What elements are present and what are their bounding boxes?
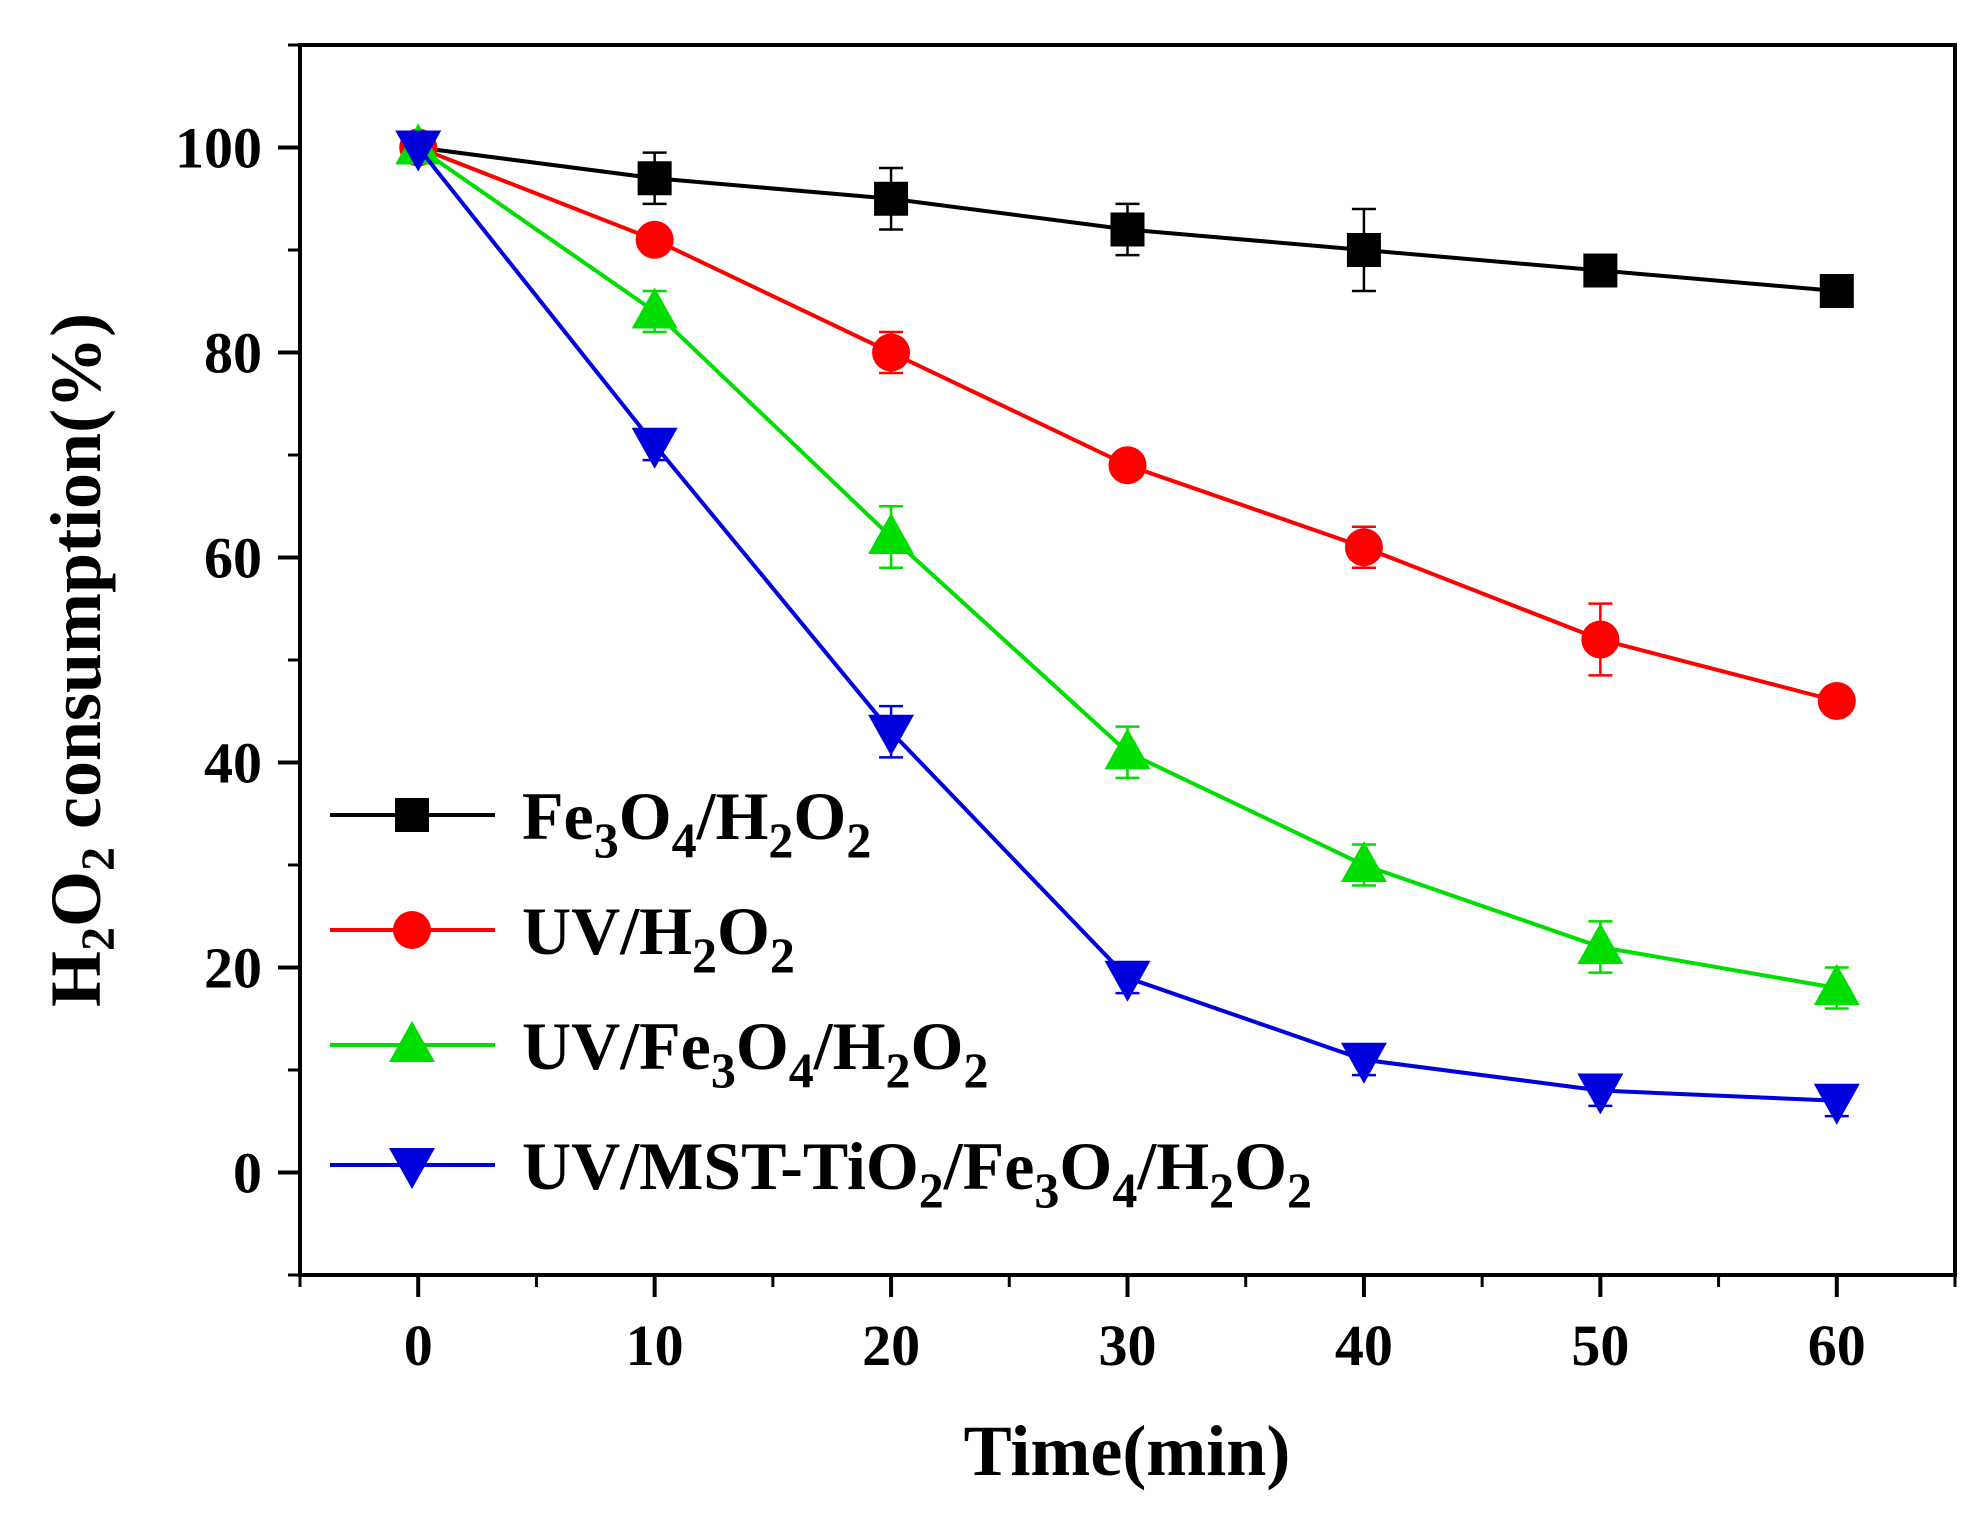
data-point — [868, 513, 915, 554]
x-tick-label: 30 — [1099, 1313, 1157, 1378]
data-point — [872, 333, 911, 372]
data-point — [1819, 274, 1854, 308]
legend-entry-0: Fe3O4/H2O2 — [330, 778, 871, 868]
data-point — [1813, 964, 1860, 1005]
x-axis-title: Time(min) — [964, 1411, 1291, 1491]
data-point — [1577, 1073, 1624, 1115]
data-point — [635, 220, 674, 259]
legend-marker — [395, 798, 429, 832]
data-point — [1344, 528, 1383, 567]
series-0 — [401, 130, 1854, 308]
x-tick-label: 0 — [404, 1313, 433, 1378]
series-3 — [395, 130, 1860, 1125]
legend-entry-2: UV/Fe3O4/H2O2 — [330, 1008, 988, 1098]
x-tick-label: 10 — [626, 1313, 684, 1378]
x-tick-label: 60 — [1808, 1313, 1866, 1378]
y-tick-label: 80 — [204, 321, 262, 386]
data-point — [395, 130, 442, 172]
legend-marker — [389, 1021, 435, 1062]
y-tick-label: 60 — [204, 526, 262, 591]
y-tick-label: 0 — [233, 1141, 262, 1206]
y-axis-title-sub1: 2 — [72, 927, 125, 951]
data-point — [1817, 682, 1856, 720]
series-2 — [395, 123, 1860, 1010]
y-axis-title-o: O — [36, 871, 116, 927]
data-point — [1104, 960, 1151, 1002]
y-axis-title-h: H — [36, 951, 116, 1007]
data-point — [1108, 446, 1147, 485]
data-point — [631, 427, 678, 469]
data-point — [1104, 728, 1151, 770]
legend-label: UV/MST-TiO2/Fe3O4/H2O2 — [522, 1128, 1312, 1218]
data-point — [637, 161, 672, 196]
tick-labels: 0 10 20 30 40 50 60 0 20 40 60 80 100 — [175, 116, 1866, 1379]
series-layer — [395, 123, 1860, 1125]
legend-marker — [389, 1148, 435, 1189]
legend-label: UV/Fe3O4/H2O2 — [522, 1008, 988, 1098]
y-axis-title-sub2: 2 — [72, 847, 125, 871]
y-tick-label: 20 — [204, 936, 262, 1001]
data-point — [1577, 923, 1624, 964]
data-point — [1813, 1083, 1860, 1125]
y-axis-title: H2O2 consumption(%) — [36, 313, 125, 1007]
legend: Fe3O4/H2O2 UV/H2O2 UV/Fe3O4/H2O2 UV/MST-TiO… — [330, 778, 1312, 1218]
y-tick-label: 40 — [204, 731, 262, 796]
data-point — [1581, 620, 1620, 659]
data-point — [1583, 253, 1618, 288]
legend-entry-1: UV/H2O2 — [330, 893, 795, 983]
x-tick-label: 50 — [1571, 1313, 1629, 1378]
data-point — [868, 714, 915, 756]
data-point — [631, 287, 678, 329]
data-point — [1340, 1042, 1387, 1084]
y-axis-title-tail: consumption(%) — [36, 313, 116, 847]
y-tick-label: 100 — [175, 116, 262, 181]
legend-marker — [393, 911, 431, 949]
data-point — [1346, 233, 1381, 267]
legend-label: UV/H2O2 — [522, 893, 795, 983]
data-point — [1110, 212, 1145, 247]
data-point — [1340, 841, 1387, 882]
legend-entry-3: UV/MST-TiO2/Fe3O4/H2O2 — [330, 1128, 1312, 1218]
data-point — [874, 181, 909, 216]
axis-ticks — [278, 43, 1957, 1297]
x-tick-label: 40 — [1335, 1313, 1393, 1378]
x-tick-label: 20 — [862, 1313, 920, 1378]
legend-label: Fe3O4/H2O2 — [522, 778, 871, 868]
